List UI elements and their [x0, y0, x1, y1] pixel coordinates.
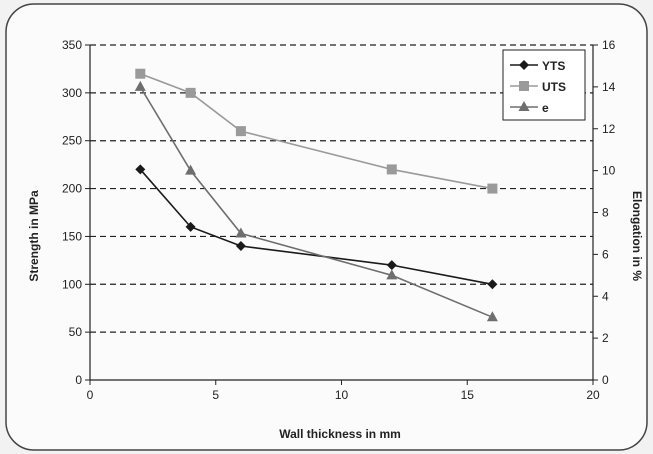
y-left-tick-label: 300 — [62, 86, 82, 100]
y-axis-right-label: Elongation in % — [630, 191, 644, 281]
legend-item-e: e — [510, 101, 549, 115]
x-axis-label: Wall thickness in mm — [279, 427, 401, 441]
data-point-e — [185, 164, 197, 175]
data-point-uts — [386, 164, 397, 175]
y-left-tick-label: 250 — [62, 134, 82, 148]
y-right-tick-label: 0 — [602, 373, 609, 387]
legend-label: e — [542, 101, 549, 115]
y-right-tick-label: 16 — [602, 38, 616, 52]
y-left-tick-label: 150 — [62, 229, 82, 243]
legend: YTS UTS e — [502, 49, 586, 121]
y-right-tick-label: 10 — [602, 164, 616, 178]
x-tick-label: 10 — [335, 388, 349, 402]
series-layer — [134, 68, 498, 322]
y-left-tick-label: 0 — [75, 373, 82, 387]
series-yts — [135, 164, 498, 290]
y-right-tick-label: 4 — [602, 289, 609, 303]
data-point-yts — [135, 164, 146, 175]
data-point-uts — [235, 126, 246, 137]
data-point-yts — [487, 279, 498, 290]
y-left-tick-label: 50 — [69, 325, 83, 339]
data-point-yts — [386, 260, 397, 271]
data-point-uts — [487, 183, 498, 194]
x-tick-label: 5 — [212, 388, 219, 402]
series-uts — [135, 68, 498, 194]
y-left-tick-label: 100 — [62, 277, 82, 291]
tick-labels: 0 50 100 150 200 250 300 350 0 2 4 6 8 10 12 14 16 0 5 10 15… — [62, 38, 616, 402]
legend-item-uts: UTS — [510, 80, 566, 94]
data-point-uts — [135, 68, 146, 79]
data-point-yts — [185, 221, 196, 232]
legend-marker — [518, 101, 530, 111]
legend-item-yts: YTS — [510, 59, 565, 73]
legend-box — [502, 49, 586, 121]
axes — [85, 44, 598, 385]
x-tick-label: 15 — [461, 388, 475, 402]
chart-frame — [5, 3, 648, 451]
data-point-e — [235, 227, 247, 238]
data-point-e — [134, 80, 146, 91]
y-right-tick-label: 14 — [602, 80, 616, 94]
y-right-tick-label: 2 — [602, 331, 609, 345]
legend-marker — [519, 60, 529, 70]
y-right-tick-label: 6 — [602, 247, 609, 261]
data-point-e — [386, 269, 398, 280]
x-tick-label: 0 — [87, 388, 94, 402]
data-point-yts — [235, 241, 246, 251]
legend-label: YTS — [542, 59, 565, 73]
legend-marker — [519, 81, 529, 91]
y-left-tick-label: 200 — [62, 182, 82, 196]
series-e — [134, 80, 498, 322]
x-tick-label: 20 — [586, 388, 600, 402]
y-right-tick-label: 8 — [602, 206, 609, 220]
y-right-tick-label: 12 — [602, 122, 616, 136]
legend-label: UTS — [542, 80, 566, 94]
data-point-e — [486, 311, 498, 322]
y-axis-left-label: Strength in MPa — [27, 190, 41, 282]
data-point-uts — [185, 87, 196, 98]
gridlines — [90, 44, 593, 333]
y-left-tick-label: 350 — [62, 38, 82, 52]
